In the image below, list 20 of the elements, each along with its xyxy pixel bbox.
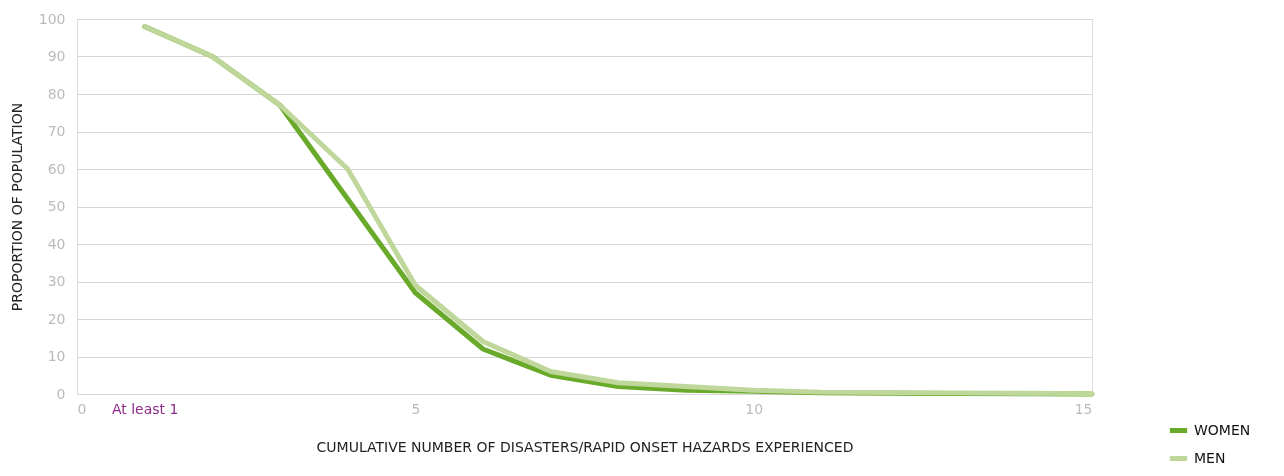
legend-label: WOMEN (1194, 421, 1251, 438)
x-axis-title: CUMULATIVE NUMBER OF DISASTERS/RAPID ONSET HAZARDS EXPERIENCED (316, 438, 854, 455)
x-tick-label: 0 (77, 400, 87, 417)
y-tick-label: 100 (38, 10, 66, 27)
y-tick-label: 20 (47, 310, 66, 327)
x-tick-label: 5 (411, 400, 421, 417)
x-tick-label: At least 1 (111, 400, 179, 417)
y-tick-label: 10 (47, 348, 66, 364)
x-tick-label: 15 (1074, 400, 1093, 417)
legend-label: MEN (1194, 449, 1226, 466)
y-tick-label: 0 (56, 385, 66, 402)
y-tick-label: 50 (47, 198, 66, 214)
y-axis-title: PROPORTION OF POPULATION (8, 102, 25, 312)
y-tick-label: 30 (47, 273, 66, 289)
y-tick-label: 80 (47, 85, 66, 102)
x-tick-label: 10 (745, 400, 764, 417)
y-tick-label: 90 (47, 48, 66, 64)
y-tick-label: 60 (47, 160, 66, 177)
y-tick-label: 70 (47, 123, 66, 139)
y-tick-label: 40 (47, 235, 66, 252)
